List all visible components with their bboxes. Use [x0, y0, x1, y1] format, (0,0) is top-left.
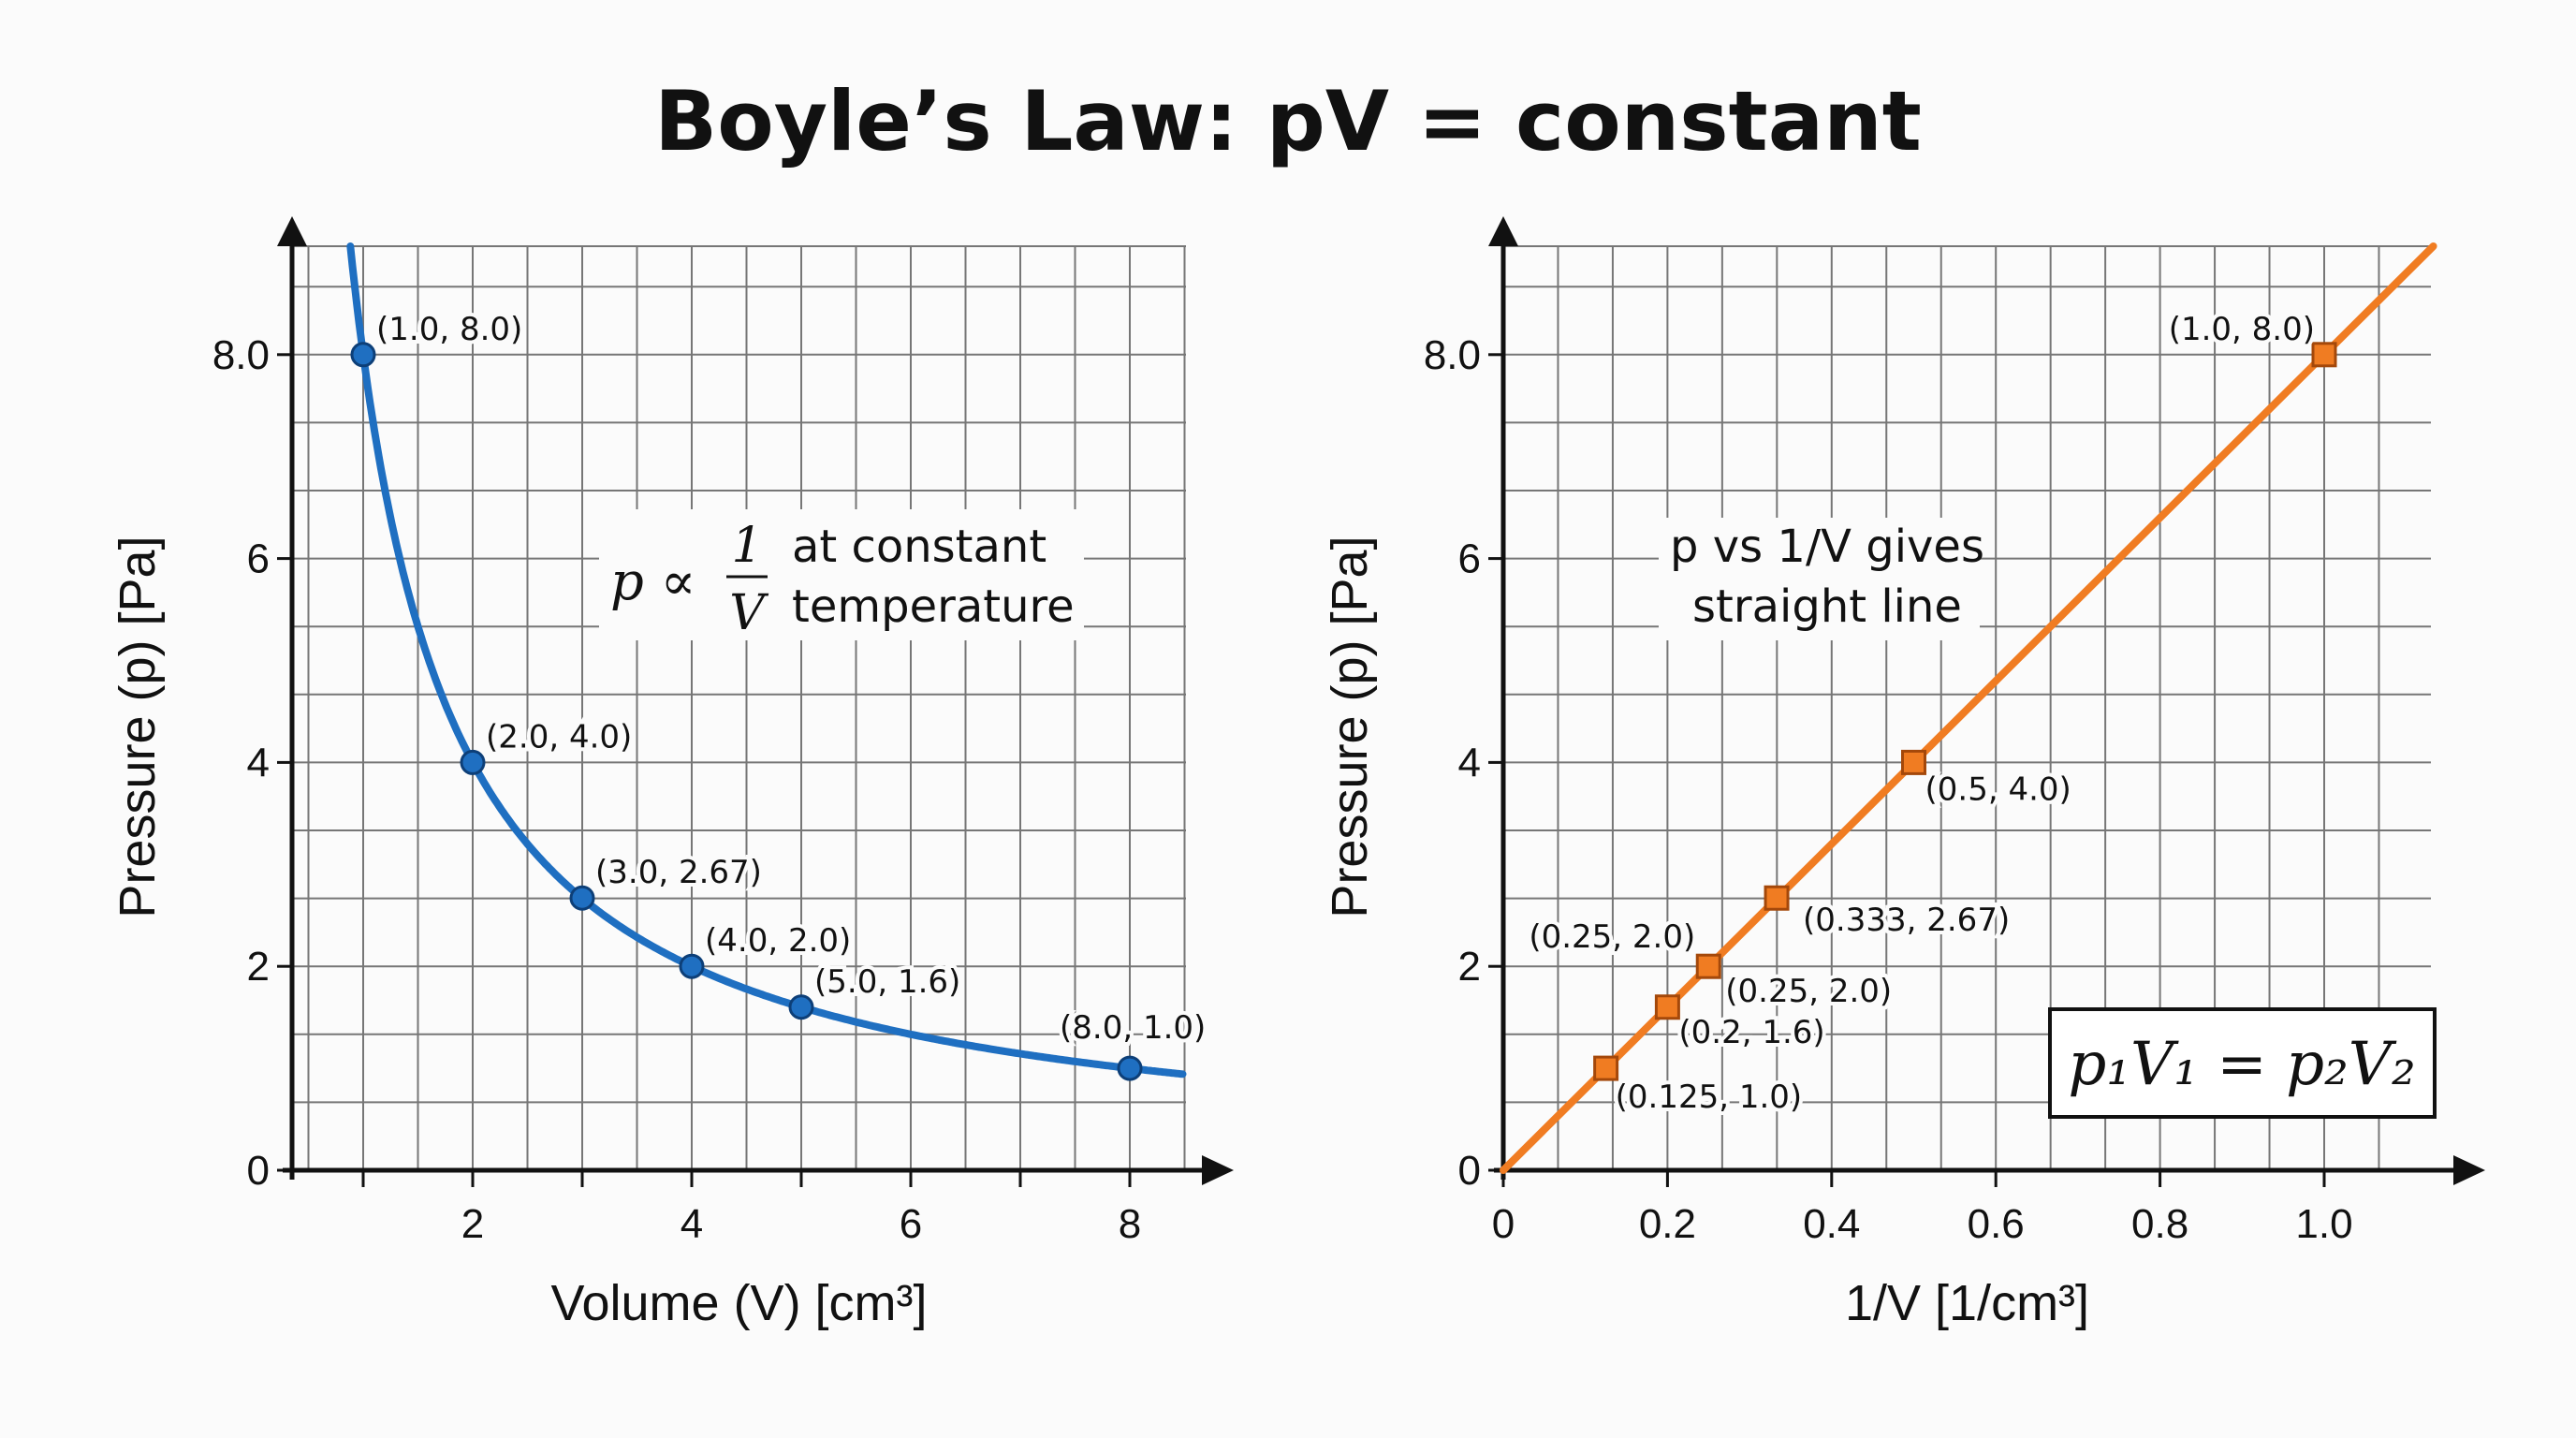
data-point — [788, 994, 814, 1020]
data-point-label: (0.125, 1.0) — [1616, 1078, 1803, 1116]
x-tick-label: 0.4 — [1803, 1201, 1860, 1247]
grid — [292, 245, 1186, 1170]
x-tick-label: 0.6 — [1968, 1201, 2025, 1247]
data-point — [569, 885, 595, 911]
data-point-label: (0.5, 4.0) — [1925, 770, 2071, 808]
data-point-label: (0.25, 2.0) — [1725, 973, 1892, 1010]
y-tick-label: 8.0 — [1424, 332, 1481, 378]
data-point-label: (3.0, 2.67) — [595, 854, 762, 891]
pressure-vs-inverse-volume-chart: 0 0.2 0.4 0.6 0.8 1.0 0 2 4 6 8.0 1/V [1/cm³] Pressu… — [1322, 216, 2485, 1331]
data-point — [679, 953, 705, 979]
annotation-denominator: V — [729, 585, 768, 641]
y-tick-label: 2 — [1458, 944, 1481, 990]
data-point-label: (5.0, 1.6) — [814, 963, 960, 1001]
x-tick-label: 2 — [461, 1201, 484, 1247]
annotation-line2: temperature — [792, 580, 1075, 633]
x-tick-label: 8 — [1119, 1201, 1141, 1247]
annotation-background — [1659, 518, 1980, 640]
x-tick-label: 6 — [900, 1201, 922, 1247]
annotation-line1: p vs 1/V gives — [1670, 521, 1984, 573]
data-point-label: (8.0, 1.0) — [1060, 1009, 1206, 1047]
hyperbola-curve — [346, 242, 1187, 1078]
y-tick-label: 0 — [1458, 1148, 1481, 1194]
y-tick-label: 6 — [1458, 536, 1481, 582]
annotation-numerator: 1 — [731, 518, 762, 574]
y-tick-label: 8.0 — [212, 332, 270, 378]
data-point — [1593, 1055, 1619, 1081]
data-point — [1117, 1055, 1143, 1081]
x-tick-label: 0 — [1492, 1201, 1515, 1247]
y-axis-arrow-icon — [1488, 216, 1518, 246]
y-axis-arrow-icon — [277, 216, 307, 246]
data-point-label: (4.0, 2.0) — [705, 922, 851, 960]
x-axis-arrow-icon — [1202, 1155, 1234, 1185]
x-axis-label: 1/V [1/cm³] — [1845, 1275, 2089, 1331]
y-axis-label: Pressure (p) [Pa] — [1322, 536, 1378, 917]
y-tick-label: 2 — [247, 944, 270, 990]
x-tick-label: 4 — [681, 1201, 703, 1247]
data-point-label: (1.0, 8.0) — [376, 311, 522, 348]
x-tick-label: 0.8 — [2131, 1201, 2188, 1247]
data-point — [2311, 342, 2337, 368]
data-point-label: (2.0, 4.0) — [486, 718, 632, 756]
equation-box — [2048, 1007, 2437, 1119]
data-point — [1764, 885, 1790, 911]
y-tick-label: 0 — [247, 1148, 270, 1194]
x-axis-arrow-icon — [2453, 1155, 2485, 1185]
data-point — [460, 749, 486, 775]
annotation-proportional: p ∝ — [610, 551, 696, 612]
data-point-label: (1.0, 8.0) — [2169, 311, 2315, 348]
data-point — [1901, 749, 1926, 775]
equation-text: p₁V₁ = p₂V₂ — [2068, 1030, 2415, 1099]
extra-point-label: (0.25, 2.0) — [1529, 918, 1695, 956]
y-tick-label: 4 — [247, 740, 270, 785]
x-tick-label: 0.2 — [1639, 1201, 1696, 1247]
data-point — [1695, 953, 1721, 979]
y-tick-label: 4 — [1458, 740, 1481, 785]
y-axis-label: Pressure (p) [Pa] — [110, 536, 166, 917]
data-point-label: (0.2, 1.6) — [1678, 1014, 1824, 1051]
x-tick-label: 1.0 — [2295, 1201, 2352, 1247]
data-point — [1654, 994, 1680, 1020]
chart-title: Boyle’s Law: pV = constant — [654, 73, 1922, 169]
annotation-line1: at constant — [792, 521, 1046, 573]
x-axis-label: Volume (V) [cm³] — [550, 1275, 927, 1331]
annotation-background — [599, 509, 1084, 640]
data-point-label: (0.333, 2.67) — [1803, 902, 2010, 939]
pressure-vs-volume-chart: 2 4 6 8 0 2 4 6 8.0 Volume (V) [cm³] Pressure (p) … — [110, 216, 1234, 1331]
data-point — [350, 342, 376, 368]
y-tick-label: 6 — [247, 536, 270, 582]
annotation-line2: straight line — [1692, 580, 1962, 633]
